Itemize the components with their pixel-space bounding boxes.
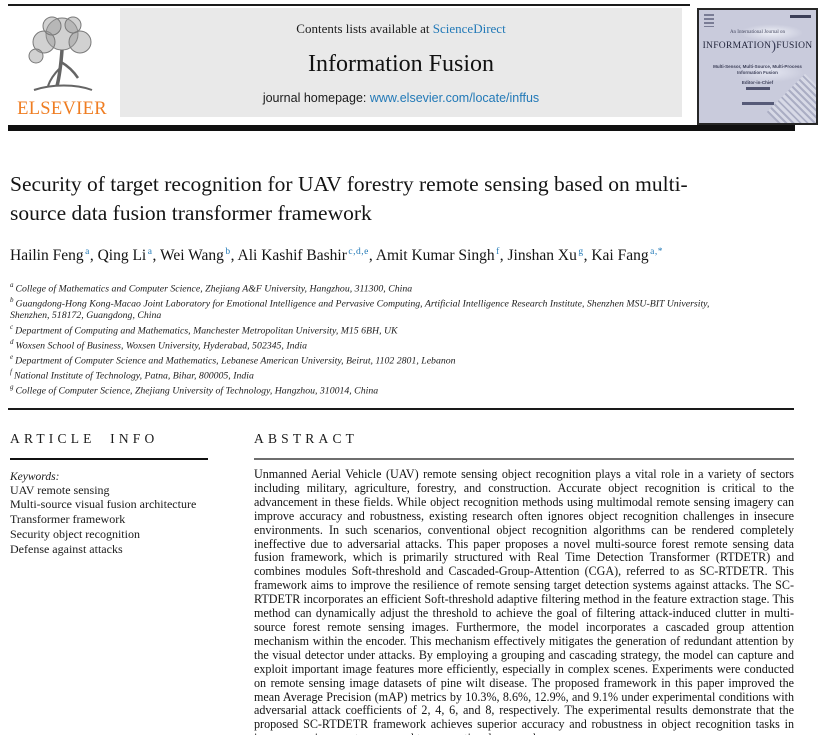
article-content: Security of target recognition for UAV f…	[8, 131, 794, 735]
abstract-column: ABSTRACT Unmanned Aerial Vehicle (UAV) r…	[254, 410, 794, 735]
affiliation-row: e Department of Computer Science and Math…	[10, 352, 715, 367]
affiliation-text: Department of Computer Science and Mathe…	[15, 355, 456, 367]
cover-editor-label: Editor-in-Chief	[699, 80, 816, 90]
affiliation-sup: a	[10, 281, 14, 290]
affiliation-text: National Institute of Technology, Patna,…	[13, 370, 254, 382]
author-separator: ,	[368, 247, 376, 264]
affiliation-text: College of Computer Science, Zhejiang Un…	[15, 385, 379, 397]
info-abstract-top-rule	[8, 407, 794, 410]
cover-paren-ornament: )	[771, 39, 777, 54]
affiliation-text: Department of Computing and Mathematics,…	[15, 325, 398, 337]
affiliation-sup: d	[10, 338, 14, 347]
cover-subtitle-line1: Multi-Sensor, Multi-Source, Multi-Proces…	[713, 64, 802, 69]
keyword-item: UAV remote sensing	[10, 482, 110, 497]
two-column-section: ARTICLE INFO Keywords: UAV remote sensin…	[8, 410, 794, 735]
article-info-heading: ARTICLE INFO	[10, 430, 159, 446]
article-info-column: ARTICLE INFO Keywords: UAV remote sensin…	[8, 410, 254, 735]
author: Amit Kumar Singh f,	[376, 247, 508, 264]
elsevier-tree-icon	[14, 12, 110, 98]
affiliation-row: c Department of Computing and Mathematics…	[10, 322, 715, 337]
header-divider-bar	[8, 125, 795, 131]
cover-logo-icon	[704, 14, 714, 27]
cover-issn-bar	[790, 15, 811, 18]
author-affiliation-sup: c,d,e	[348, 246, 369, 257]
keyword-item: Security object recognition	[10, 526, 140, 541]
affiliation-sup: b	[10, 296, 14, 305]
author-separator: ,	[230, 247, 238, 264]
author-name: Qing Li	[97, 247, 147, 264]
affiliation-text: College of Mathematics and Computer Scie…	[15, 283, 413, 295]
affiliation-row: g College of Computer Science, Zhejiang U…	[10, 382, 715, 397]
abstract-text: Unmanned Aerial Vehicle (UAV) remote sen…	[254, 467, 794, 735]
author-affiliation-sup: f	[496, 246, 500, 257]
article-title: Security of target recognition for UAV f…	[10, 172, 688, 225]
author: Hailin Feng a,	[10, 247, 98, 264]
cover-editor-text: Editor-in-Chief	[741, 80, 774, 85]
abstract-heading: ABSTRACT	[254, 430, 359, 446]
abstract-rule	[254, 457, 794, 461]
affiliation-sup: c	[10, 323, 14, 332]
author-separator: ,	[152, 247, 160, 264]
author-affiliation-sup: a	[147, 246, 153, 257]
author: Jinshan Xu g,	[508, 247, 592, 264]
author-name: Wei Wang	[159, 247, 224, 264]
affiliation-row: d Woxsen School of Business, Woxsen Unive…	[10, 337, 715, 352]
author-affiliation-sup: a	[85, 246, 90, 257]
contents-prefix: Contents lists available at	[296, 21, 430, 36]
author-name: Amit Kumar Singh	[375, 247, 495, 264]
keyword-item: Transformer framework	[10, 512, 126, 527]
keywords-list: UAV remote sensing Multi-source visual f…	[10, 483, 208, 557]
homepage-line: journal homepage: www.elsevier.com/locat…	[263, 91, 539, 105]
author-name: Jinshan Xu	[507, 247, 577, 264]
author-separator: ,	[499, 247, 508, 264]
cover-title-word1: INFORMATION	[702, 41, 772, 51]
author: Ali Kashif Bashir c,d,e,	[238, 247, 376, 264]
author-affiliation-sup: g	[578, 246, 584, 257]
affiliation-sup: g	[10, 382, 14, 391]
author-list: Hailin Feng a, Qing Li a, Wei Wang b, Ali K…	[10, 245, 710, 267]
journal-cover-thumbnail[interactable]: An International Journal on INFORMATION)…	[697, 8, 818, 125]
affiliation-row: f National Institute of Technology, Patna…	[10, 367, 715, 382]
cover-tagline: An International Journal on	[729, 30, 786, 35]
affiliation-row: b Guangdong-Hong Kong-Macao Joint Laborat…	[10, 295, 715, 322]
homepage-link[interactable]: www.elsevier.com/locate/inffus	[369, 91, 540, 105]
homepage-prefix: journal homepage:	[262, 91, 367, 105]
author: Wei Wang b,	[160, 247, 238, 264]
keywords-label: Keywords:	[10, 470, 60, 483]
author-affiliation-sup: b	[225, 246, 231, 257]
keyword-item: Defense against attacks	[10, 541, 123, 556]
author-affiliation-sup: a,*	[650, 246, 663, 257]
author-name: Hailin Feng	[10, 247, 84, 264]
article-info-rule	[10, 457, 208, 460]
author-separator: ,	[89, 247, 98, 264]
author-separator: ,	[583, 247, 592, 264]
cover-subtitle-line2: Information Fusion	[737, 70, 778, 75]
affiliation-list: a College of Mathematics and Computer Sci…	[10, 280, 715, 396]
affiliation-row: a College of Mathematics and Computer Sci…	[10, 280, 715, 295]
sciencedirect-link[interactable]: ScienceDirect	[432, 21, 506, 36]
keyword-item: Multi-source visual fusion architecture	[10, 497, 197, 512]
cover-editor-name-bar	[745, 87, 770, 90]
top-rule	[8, 4, 690, 6]
cover-link-bar	[741, 102, 774, 105]
cover-subtitle: Multi-Sensor, Multi-Source, Multi-Proces…	[699, 64, 816, 76]
affiliation-text: Woxsen School of Business, Woxsen Univer…	[15, 340, 308, 352]
author: Qing Li a,	[98, 247, 160, 264]
cover-title-word2: FUSION	[776, 41, 813, 51]
affiliation-sup: f	[10, 368, 12, 377]
elsevier-logo[interactable]: ELSEVIER	[14, 12, 110, 120]
journal-title: Information Fusion	[308, 50, 494, 77]
contents-line: Contents lists available at ScienceDirec…	[296, 21, 505, 37]
affiliation-sup: e	[10, 353, 14, 362]
affiliation-text: Guangdong-Hong Kong-Macao Joint Laborato…	[10, 298, 710, 322]
cover-title: INFORMATION)FUSION	[699, 39, 816, 55]
journal-header-band: Contents lists available at ScienceDirec…	[120, 8, 682, 117]
elsevier-wordmark: ELSEVIER	[17, 99, 107, 119]
author-name: Ali Kashif Bashir	[237, 247, 347, 264]
author-name: Kai Fang	[591, 247, 649, 264]
